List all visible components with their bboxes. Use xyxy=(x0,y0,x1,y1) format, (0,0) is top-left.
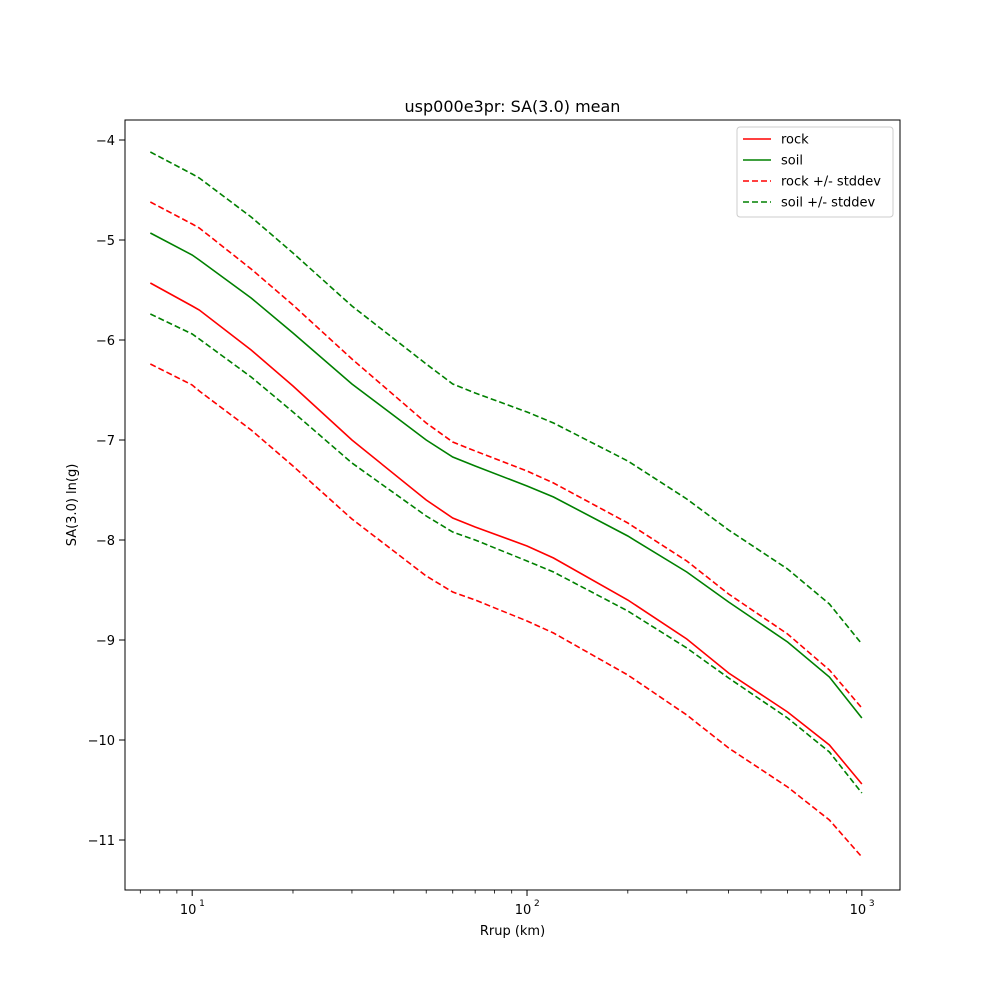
series-line-1 xyxy=(149,232,863,719)
x-tick-exponent-1: 2 xyxy=(534,899,540,909)
x-tick-exponent-0: 1 xyxy=(199,899,205,909)
y-tick-label-6: −5 xyxy=(96,234,115,249)
x-tick-label-0: 10 xyxy=(180,903,197,918)
series-layer xyxy=(149,151,863,858)
series-line-0 xyxy=(149,282,863,785)
x-tick-exponent-2: 3 xyxy=(869,899,875,909)
series-line-3 xyxy=(149,363,863,858)
y-tick-label-7: −4 xyxy=(96,134,115,149)
y-tick-label-0: −11 xyxy=(88,834,115,849)
legend-box xyxy=(736,126,894,218)
plot-frame xyxy=(124,119,901,891)
legend-label-2: rock +/- stddev xyxy=(781,175,881,190)
y-tick-label-2: −9 xyxy=(96,634,115,649)
x-tick-label-1: 10 xyxy=(515,903,532,918)
series-line-4 xyxy=(149,151,863,645)
y-axis-label: SA(3.0) ln(g) xyxy=(65,464,80,547)
series-line-5 xyxy=(150,313,863,794)
legend-label-0: rock xyxy=(781,133,809,148)
chart-title: usp000e3pr: SA(3.0) mean xyxy=(405,97,621,116)
legend-label-1: soil xyxy=(781,154,803,169)
legend-label-3: soil +/- stddev xyxy=(781,196,876,211)
y-tick-label-5: −6 xyxy=(96,334,115,349)
y-tick-label-4: −7 xyxy=(96,434,115,449)
y-tick-label-3: −8 xyxy=(96,534,115,549)
y-tick-label-1: −10 xyxy=(88,734,115,749)
series-line-2 xyxy=(149,201,863,709)
y-axis: −11 −10 −9 −8 −7 −6 −5 −4 xyxy=(88,134,125,849)
x-axis-label: Rrup (km) xyxy=(480,924,545,939)
x-tick-label-2: 10 xyxy=(850,903,867,918)
x-axis: 10 1 10 2 10 3 xyxy=(139,890,875,918)
legend: rock soil rock +/- stddev soil +/- stddev xyxy=(736,126,894,218)
